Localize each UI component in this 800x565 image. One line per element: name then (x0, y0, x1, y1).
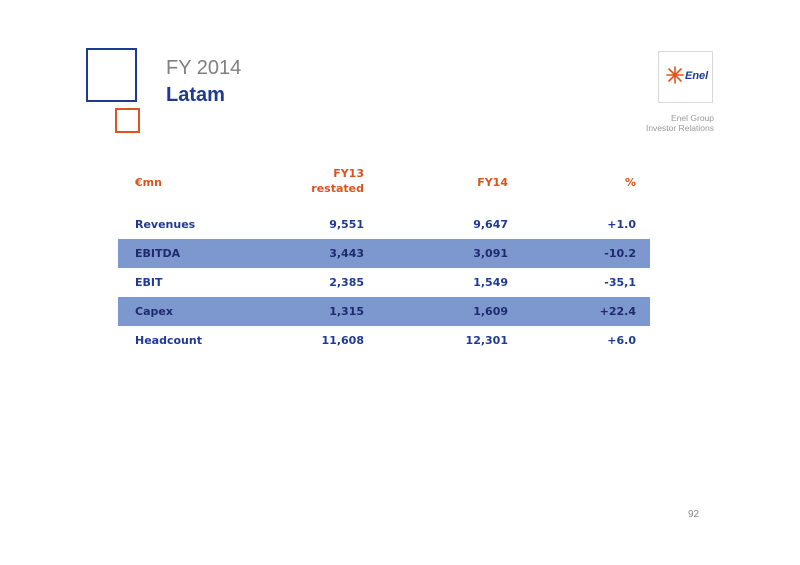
table-row-ebit: EBIT 2,385 1,549 -35,1 (118, 268, 650, 297)
page-title: Latam (166, 84, 225, 106)
row-fy13: 3,443 (329, 247, 364, 260)
header-pct: % (624, 176, 636, 189)
ir-line-dept: Investor Relations (645, 123, 714, 133)
row-label: EBIT (135, 276, 163, 289)
table-body: Revenues 9,551 9,647 +1.0 EBITDA 3,443 3… (118, 210, 650, 355)
row-fy13: 1,315 (329, 305, 364, 318)
enel-logo: Enel (658, 51, 713, 103)
row-fy14: 1,609 (473, 305, 508, 318)
header-fy13: FY13 restated (311, 166, 364, 196)
header-fy13-line1: FY13 (333, 167, 364, 180)
row-pct: +1.0 (607, 218, 636, 231)
row-pct: +6.0 (607, 334, 636, 347)
row-pct: +22.4 (599, 305, 636, 318)
decor-square-blue (86, 48, 137, 102)
table-row-headcount: Headcount 11,608 12,301 +6.0 (118, 326, 650, 355)
ir-line-group: Enel Group (671, 113, 714, 123)
row-label: EBITDA (135, 247, 181, 260)
header-fy13-line2: restated (311, 182, 364, 195)
row-fy13: 2,385 (329, 276, 364, 289)
financial-table: €mn FY13 restated FY14 % Revenues 9,551 … (118, 165, 650, 347)
row-pct: -10.2 (604, 247, 636, 260)
table-header: €mn FY13 restated FY14 % (118, 165, 650, 205)
row-label: Headcount (135, 334, 202, 347)
table-row-capex: Capex 1,315 1,609 +22.4 (118, 297, 650, 326)
enel-logo-icon (666, 66, 684, 84)
table-row-revenues: Revenues 9,551 9,647 +1.0 (118, 210, 650, 239)
row-fy13: 9,551 (329, 218, 364, 231)
row-pct: -35,1 (604, 276, 636, 289)
row-label: Revenues (135, 218, 196, 231)
row-fy14: 9,647 (473, 218, 508, 231)
header-unit: €mn (135, 176, 162, 189)
row-fy14: 12,301 (465, 334, 508, 347)
decor-square-orange (115, 108, 140, 133)
row-fy13: 11,608 (321, 334, 364, 347)
header-fy14: FY14 (477, 176, 508, 189)
table-row-ebitda: EBITDA 3,443 3,091 -10.2 (118, 239, 650, 268)
page-number: 92 (688, 509, 700, 520)
investor-relations-label: Enel Group Investor Relations (646, 113, 714, 133)
page-subtitle-year: FY 2014 (166, 57, 242, 79)
row-label: Capex (135, 305, 173, 318)
row-fy14: 3,091 (473, 247, 508, 260)
logo-wordmark: Enel (685, 70, 709, 82)
row-fy14: 1,549 (473, 276, 508, 289)
